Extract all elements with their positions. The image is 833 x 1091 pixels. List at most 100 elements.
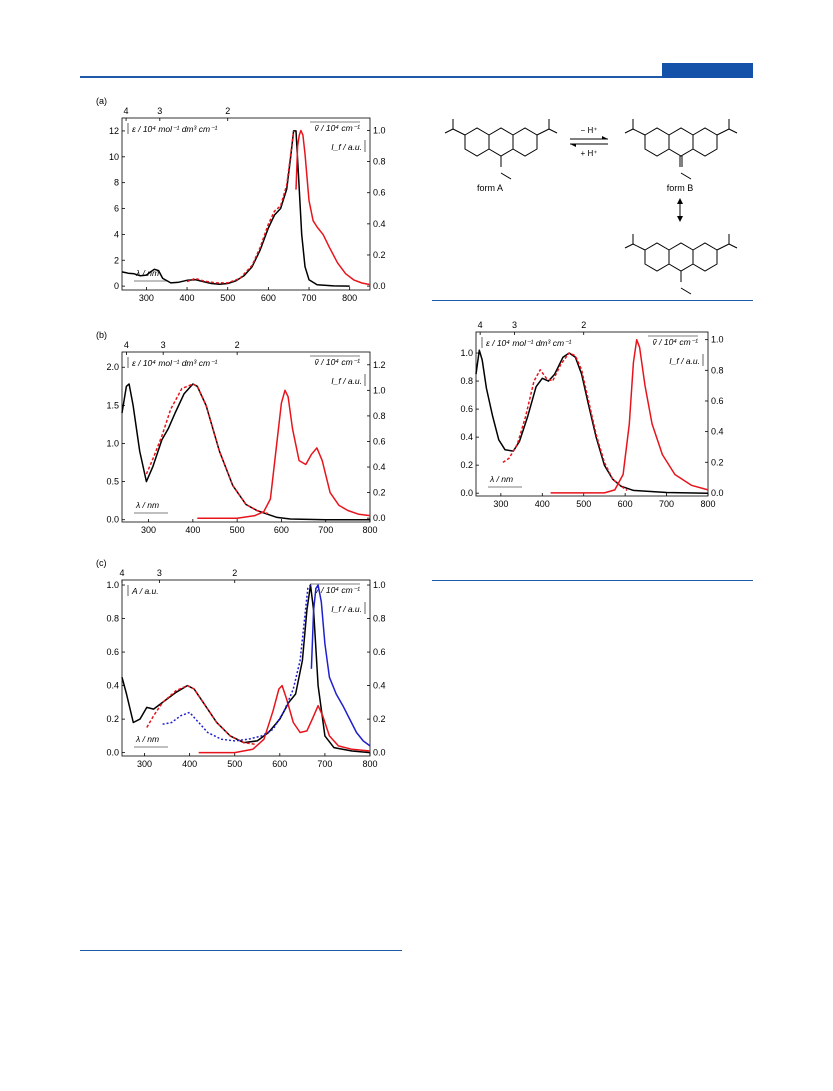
y-left-tick-label: 0.4 — [106, 681, 119, 691]
series-line-excitation — [502, 352, 628, 492]
y-right-tick-label: 0.4 — [373, 219, 386, 229]
x-axis-label: λ / nm — [135, 500, 159, 510]
y-left-tick-label: 0.6 — [460, 404, 473, 414]
y-right-tick-label: 1.0 — [373, 125, 386, 135]
y-right-tick-label: 0.0 — [373, 281, 386, 291]
series-line-excitation — [146, 684, 256, 746]
plot-frame — [121, 351, 371, 523]
y-left-tick-label: 1.0 — [106, 580, 119, 590]
x-axis-label: λ / nm — [135, 268, 159, 278]
y-right-tick-label: 0.4 — [373, 462, 386, 472]
y-right-tick-label: 0.6 — [373, 188, 386, 198]
x-tick-label: 400 — [182, 759, 197, 768]
scheme-separator-rule — [432, 300, 753, 301]
series-line-absorption — [121, 130, 350, 287]
y-left-tick-label: 0.8 — [460, 376, 473, 386]
series-line-fluorescence — [295, 129, 371, 286]
y-left-axis-label: A / a.u. — [131, 586, 159, 596]
panel-label: (a) — [96, 96, 107, 106]
y-right-tick-label: 0.2 — [373, 714, 386, 724]
y-left-axis-label: ε / 10⁴ mol⁻¹ dm³ cm⁻¹ — [486, 338, 572, 348]
x-tick-label: 700 — [659, 499, 674, 509]
chart-panel-c: 300 400 500 600 700 8000.00.20.40.60.81.00.00… — [96, 558, 386, 768]
y-left-tick-label: 2.0 — [106, 362, 119, 372]
plot-frame — [475, 331, 709, 497]
y-right-tick-label: 0.0 — [373, 748, 386, 758]
series-line-excitation — [162, 584, 312, 742]
chart-panel-b: 300 400 500 600 700 800 0.0 0.5 1.0 1.5 2.0 0.0 0.2 0… — [96, 330, 386, 535]
y-left-tick-label: 0.6 — [106, 647, 119, 657]
y-left-tick-label: 0.5 — [106, 477, 119, 487]
y-right-tick-label: 0.0 — [711, 488, 724, 498]
y-left-tick-label: 6 — [114, 204, 119, 214]
y-right-tick-label: 0.2 — [373, 250, 386, 260]
y-left-tick-label: 0 — [114, 281, 119, 291]
x-tick-label: 700 — [302, 293, 317, 303]
top-tick-label: 3 — [157, 568, 162, 578]
x-axis-label: λ / nm — [489, 474, 513, 484]
series-line-fluorescence — [198, 684, 371, 754]
x-tick-label: 500 — [576, 499, 591, 509]
y-left-tick-label: 0.0 — [106, 748, 119, 758]
series-line-fluorescence — [197, 389, 371, 519]
y-left-tick-label: 1.0 — [460, 348, 473, 358]
equilibrium-arrows — [570, 136, 608, 147]
top-axis-label: ṽ / 10⁴ cm⁻¹ — [315, 585, 361, 595]
top-tick-label: 2 — [232, 568, 237, 578]
x-tick-label: 800 — [362, 525, 377, 535]
x-tick-label: 800 — [362, 759, 377, 768]
y-right-tick-label: 0.2 — [711, 457, 724, 467]
series-line-absorption — [121, 383, 370, 521]
top-tick-label: 3 — [157, 106, 162, 116]
left-bottom-rule — [80, 950, 402, 951]
y-left-tick-label: 0.2 — [106, 714, 119, 724]
plot-frame — [121, 579, 371, 757]
x-tick-label: 700 — [317, 759, 332, 768]
y-right-tick-label: 0.6 — [373, 647, 386, 657]
x-tick-label: 800 — [700, 499, 715, 509]
y-left-tick-label: 0.0 — [106, 515, 119, 525]
y-left-tick-label: 1.5 — [106, 400, 119, 410]
x-tick-label: 300 — [139, 293, 154, 303]
arrow-plus-h-label: + H⁺ — [581, 149, 598, 158]
x-tick-label: 600 — [261, 293, 276, 303]
top-axis-label: ṽ / 10⁴ cm⁻¹ — [315, 357, 361, 367]
header-rule — [80, 76, 753, 78]
top-tick-label: 4 — [119, 568, 124, 578]
plot-frame — [121, 117, 371, 291]
y-right-tick-label: 0.0 — [373, 513, 386, 523]
x-tick-label: 600 — [272, 759, 287, 768]
top-tick-label: 2 — [581, 320, 586, 330]
y-right-axis-label: I_f / a.u. — [331, 604, 362, 614]
y-left-tick-label: 2 — [114, 255, 119, 265]
top-tick-label: 3 — [512, 320, 517, 330]
x-tick-label: 600 — [274, 525, 289, 535]
x-tick-label: 600 — [618, 499, 633, 509]
x-tick-label: 400 — [535, 499, 550, 509]
header-tab — [662, 63, 753, 78]
top-tick-label: 4 — [124, 106, 129, 116]
y-right-tick-label: 0.8 — [711, 365, 724, 375]
y-right-axis-label: I_f / a.u. — [331, 376, 362, 386]
x-tick-label: 400 — [180, 293, 195, 303]
y-left-axis-label: ε / 10⁴ mol⁻¹ dm³ cm⁻¹ — [132, 358, 218, 368]
top-axis-label: ṽ / 10⁴ cm⁻¹ — [315, 123, 361, 133]
y-left-tick-label: 8 — [114, 178, 119, 188]
top-tick-label: 2 — [235, 340, 240, 350]
y-left-tick-label: 4 — [114, 229, 119, 239]
y-left-tick-label: 0.0 — [460, 488, 473, 498]
x-axis-label: λ / nm — [135, 734, 159, 744]
structure-form-b-zwitterion — [624, 234, 738, 295]
series-line-fluorescence — [550, 338, 709, 494]
top-tick-label: 2 — [225, 106, 230, 116]
top-tick-label: 4 — [124, 340, 129, 350]
y-left-axis-label: ε / 10⁴ mol⁻¹ dm³ cm⁻¹ — [132, 124, 218, 134]
x-tick-label: 500 — [230, 525, 245, 535]
y-right-tick-label: 1.0 — [373, 580, 386, 590]
y-left-tick-label: 1.0 — [106, 438, 119, 448]
y-right-axis-label: I_f / a.u. — [669, 356, 700, 366]
y-left-tick-label: 0.2 — [460, 460, 473, 470]
y-right-tick-label: 1.2 — [373, 360, 386, 370]
x-tick-label: 300 — [493, 499, 508, 509]
y-left-tick-label: 12 — [109, 126, 119, 136]
